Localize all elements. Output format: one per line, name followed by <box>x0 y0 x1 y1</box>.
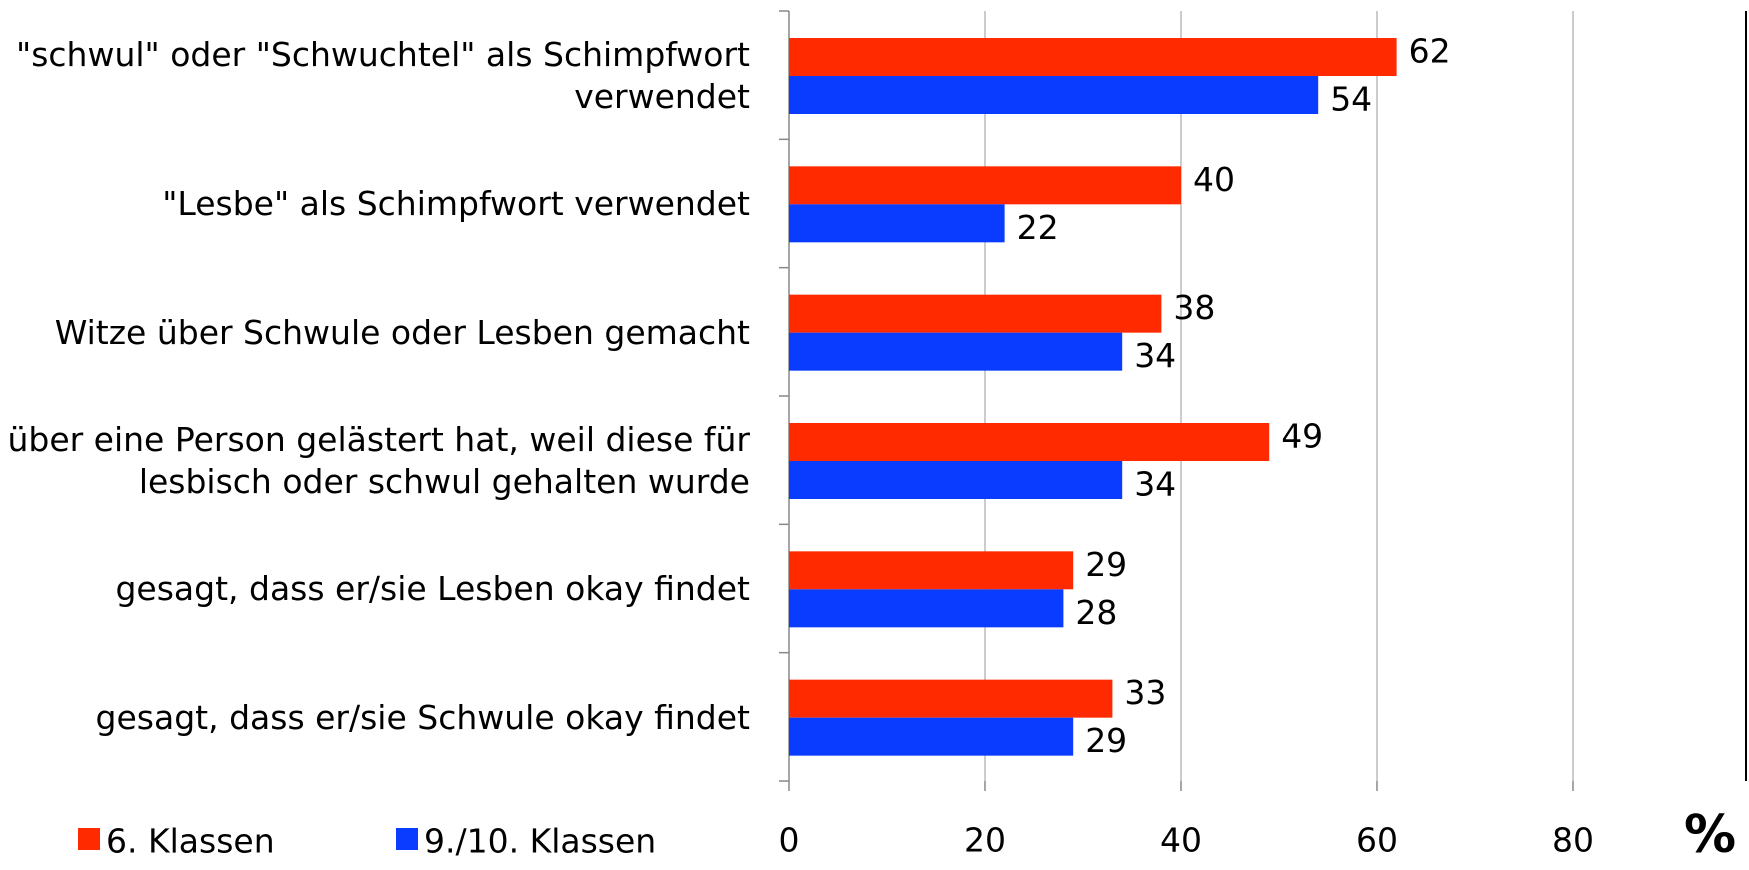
bar <box>789 332 1123 371</box>
data-label: 34 <box>1134 336 1176 375</box>
x-tick-label: 0 <box>779 821 800 860</box>
bar <box>789 717 1074 756</box>
x-tick-label: 80 <box>1552 821 1594 860</box>
bar <box>789 589 1064 628</box>
data-label: 29 <box>1085 545 1127 584</box>
bar <box>789 679 1113 718</box>
bar <box>789 423 1270 461</box>
bar <box>789 166 1181 205</box>
bar <box>789 551 1074 590</box>
x-tick-label: 60 <box>1356 821 1398 860</box>
legend-label: 9./10. Klassen <box>424 822 656 861</box>
y-tick-label: gesagt, dass er/sie Lesben okay findet <box>115 569 750 609</box>
y-tick-label: über eine Person gelästert hat, weil die… <box>7 420 750 501</box>
x-tick-label: 20 <box>964 821 1006 860</box>
data-label: 62 <box>1409 32 1451 71</box>
x-tick-label: 40 <box>1160 821 1202 860</box>
y-tick-label: Witze über Schwule oder Lesben gemacht <box>54 312 750 352</box>
data-label: 33 <box>1124 673 1166 712</box>
y-tick-label: "Lesbe" als Schimpfwort verwendet <box>162 184 750 224</box>
legend-swatch <box>78 828 100 850</box>
data-label: 38 <box>1173 288 1215 327</box>
legend-swatch <box>396 828 418 850</box>
y-tick-label: "schwul" oder "Schwuchtel" als Schimpfwo… <box>16 35 750 116</box>
legend-label: 6. Klassen <box>106 822 275 861</box>
data-label: 54 <box>1330 80 1372 119</box>
bar <box>789 294 1162 333</box>
bar <box>789 76 1319 114</box>
x-axis-label: % <box>1684 805 1736 865</box>
bar <box>789 204 1005 243</box>
data-label: 49 <box>1281 417 1323 456</box>
data-label: 40 <box>1193 160 1235 199</box>
data-label: 22 <box>1017 208 1059 247</box>
data-label: 34 <box>1134 465 1176 504</box>
bar <box>789 38 1397 76</box>
y-tick-label: gesagt, dass er/sie Schwule okay findet <box>95 697 750 737</box>
bar <box>789 461 1123 499</box>
data-label: 29 <box>1085 721 1127 760</box>
data-label: 28 <box>1075 593 1117 632</box>
